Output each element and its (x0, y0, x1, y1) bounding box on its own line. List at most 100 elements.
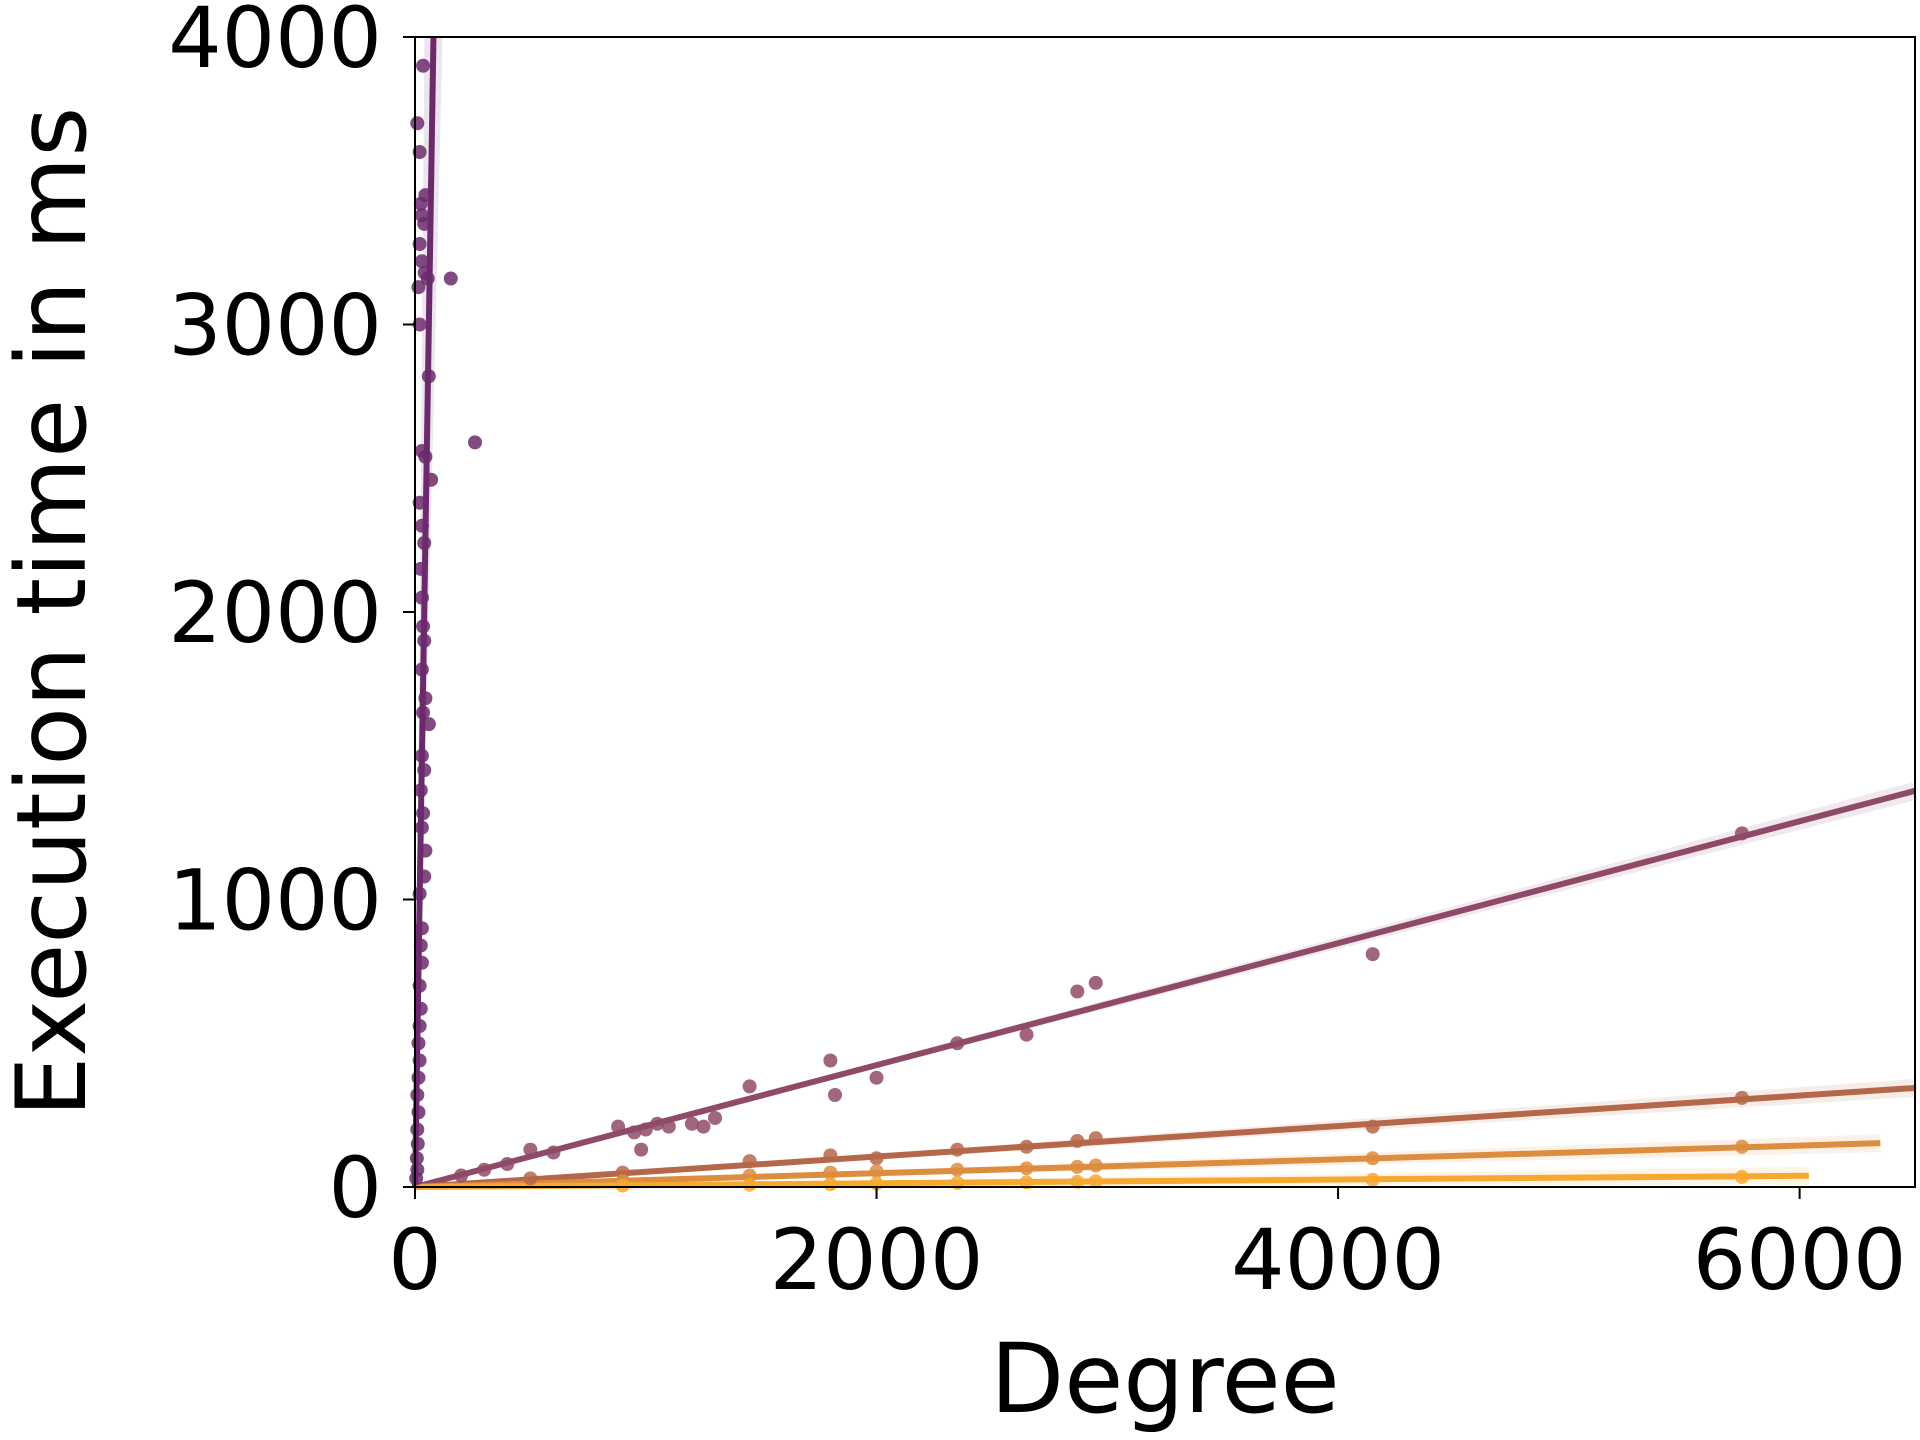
regression-line (412, 36, 437, 1188)
x-tick-label: 6000 (1693, 1211, 1907, 1309)
data-point (412, 886, 427, 901)
data-point (409, 1151, 424, 1166)
data-point (1070, 1159, 1085, 1174)
data-point (823, 1165, 838, 1180)
data-point (696, 1119, 711, 1134)
data-point (412, 978, 427, 993)
data-point (634, 1142, 649, 1157)
data-point (950, 1162, 965, 1177)
data-point (611, 1119, 626, 1134)
data-point (443, 271, 458, 286)
data-point (424, 472, 439, 487)
data-point (413, 783, 428, 798)
data-point (417, 633, 432, 648)
data-points (409, 58, 1749, 1193)
data-point (414, 820, 429, 835)
data-point (411, 1036, 426, 1051)
y-axis-ticks: 0 1000 2000 3000 4000 (168, 0, 415, 1237)
data-point (1019, 1139, 1034, 1154)
data-point (1019, 1027, 1034, 1042)
data-point (1019, 1161, 1034, 1176)
data-point (1088, 975, 1103, 990)
data-point (1734, 1090, 1749, 1105)
data-point (823, 1177, 838, 1192)
data-point (523, 1171, 538, 1186)
y-tick-label: 1000 (168, 852, 382, 950)
data-point (411, 1070, 426, 1085)
data-point (412, 237, 427, 251)
data-point (421, 717, 436, 732)
data-point (410, 1122, 425, 1137)
data-point (417, 763, 432, 778)
regression-line (414, 1172, 1809, 1190)
data-point (410, 116, 425, 131)
data-point (1365, 1172, 1380, 1187)
data-point (416, 705, 431, 720)
data-point (742, 1154, 757, 1169)
x-tick-label: 0 (388, 1211, 441, 1309)
data-point (869, 1070, 884, 1085)
data-point (950, 1142, 965, 1157)
data-point (1734, 826, 1749, 841)
data-point (417, 216, 432, 231)
data-point (1070, 1134, 1085, 1148)
data-point (742, 1079, 757, 1094)
plot-frame (414, 36, 1916, 1188)
data-point (950, 1036, 965, 1051)
data-point (684, 1116, 699, 1131)
data-point (1088, 1131, 1103, 1146)
data-point (409, 1171, 424, 1186)
data-point (418, 691, 433, 706)
data-point (615, 1178, 630, 1193)
y-tick-label: 3000 (168, 277, 382, 375)
data-point (468, 435, 482, 450)
data-point (708, 1111, 722, 1125)
regression-line (414, 1084, 1916, 1190)
data-point (414, 254, 429, 269)
data-point (1088, 1174, 1103, 1189)
data-point (869, 1164, 884, 1179)
data-point (413, 1001, 428, 1016)
data-point (1365, 1151, 1380, 1166)
data-point (661, 1119, 676, 1134)
data-point (454, 1168, 469, 1183)
data-point (418, 449, 433, 464)
data-point (413, 938, 428, 953)
data-point (412, 495, 427, 510)
data-point (823, 1053, 838, 1068)
fit-lines (412, 36, 1918, 1190)
data-point (418, 843, 433, 858)
data-point (1365, 1119, 1380, 1134)
data-point (546, 1145, 561, 1160)
data-point (416, 806, 431, 821)
data-point (412, 1053, 427, 1068)
data-point (412, 1019, 427, 1033)
data-point (414, 590, 429, 605)
data-point (412, 145, 427, 159)
data-point (413, 561, 428, 576)
data-point (1365, 947, 1380, 962)
x-tick-label: 4000 (1231, 1211, 1445, 1309)
x-axis-label: Degree (990, 1323, 1339, 1435)
data-point (421, 369, 436, 384)
data-point (420, 271, 435, 286)
data-point (823, 1148, 838, 1163)
data-point (414, 748, 429, 763)
data-point (1070, 984, 1085, 999)
data-point (1734, 1169, 1749, 1184)
data-point (412, 317, 427, 332)
data-point (742, 1177, 757, 1192)
data-point (477, 1162, 492, 1177)
data-point (638, 1122, 653, 1137)
data-point (500, 1157, 515, 1171)
data-point (869, 1151, 884, 1166)
data-point (414, 955, 429, 970)
y-axis-label: Execution time in ms (0, 107, 108, 1118)
data-point (410, 1088, 425, 1102)
data-point (418, 188, 433, 203)
data-point (1734, 1139, 1749, 1154)
data-point (523, 1142, 538, 1157)
data-point (414, 518, 429, 533)
data-point (414, 921, 429, 936)
